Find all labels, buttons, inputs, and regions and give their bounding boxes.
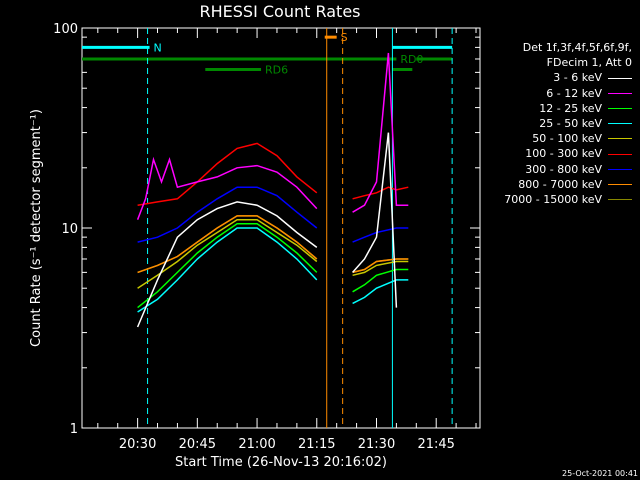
legend-swatch: [608, 153, 632, 155]
legend-entry: 25 - 50 keV: [504, 116, 632, 131]
legend-entry: 12 - 25 keV: [504, 101, 632, 116]
x-tick-label: 20:45: [179, 437, 216, 452]
series-line: [137, 223, 409, 309]
legend-swatch: [608, 123, 632, 125]
y-tick-label: 10: [61, 222, 78, 237]
series-line: [137, 142, 409, 206]
legend-entry-label: 50 - 100 keV: [532, 132, 602, 146]
x-tick-label: 21:15: [298, 437, 335, 452]
flag-label: S: [341, 31, 348, 44]
legend-swatch: [608, 77, 632, 79]
legend: Det 1f,3f,4f,5f,6f,9f, FDecim 1, Att 0 3…: [504, 40, 632, 207]
series-line: [137, 215, 409, 274]
legend-header-line2: FDecim 1, Att 0: [546, 56, 632, 70]
series-line: [136, 132, 398, 328]
legend-swatch: [608, 199, 632, 201]
legend-header-line1: Det 1f,3f,4f,5f,6f,9f,: [522, 41, 632, 54]
x-tick-label: 20:30: [119, 437, 156, 452]
legend-entry-label: 25 - 50 keV: [539, 117, 602, 131]
legend-swatch: [608, 92, 632, 94]
legend-entry: 6 - 12 keV: [504, 86, 632, 101]
legend-entry-label: 800 - 7000 keV: [518, 177, 602, 191]
legend-swatch: [608, 107, 632, 109]
chart-title: RHESSI Count Rates: [199, 2, 361, 21]
legend-swatch: [608, 183, 632, 185]
series-line: [137, 227, 409, 313]
legend-entry: 800 - 7000 keV: [504, 177, 632, 192]
legend-entry-label: 300 - 800 keV: [525, 162, 602, 176]
series-line: [137, 218, 409, 289]
legend-entry-label: 12 - 25 keV: [539, 101, 602, 115]
x-tick-label: 21:30: [358, 437, 395, 452]
legend-entry: 3 - 6 keV: [504, 70, 632, 85]
legend-entry: 300 - 800 keV: [504, 162, 632, 177]
flag-label: RD6: [265, 64, 288, 77]
legend-entry: 7000 - 15000 keV: [504, 192, 632, 207]
legend-entry-label: 100 - 300 keV: [525, 147, 602, 161]
footer-timestamp: 25-Oct-2021 00:41: [562, 469, 638, 478]
legend-entry-label: 7000 - 15000 keV: [504, 193, 602, 207]
legend-swatch: [608, 138, 632, 140]
y-tick-label: 1: [70, 422, 78, 437]
legend-entry-label: 3 - 6 keV: [553, 71, 602, 85]
legend-swatch: [608, 168, 632, 170]
x-axis-label: Start Time (26-Nov-13 20:16:02): [175, 455, 387, 470]
y-axis-label: Count Rate (s⁻¹ detector segment⁻¹): [29, 109, 44, 347]
plot-frame: [81, 27, 481, 429]
legend-rows: 3 - 6 keV 6 - 12 keV 12 - 25 keV 25 - 50 ke…: [504, 70, 632, 207]
legend-entry-label: 6 - 12 keV: [546, 86, 602, 100]
legend-entry: 100 - 300 keV: [504, 146, 632, 161]
x-tick-label: 21:45: [417, 437, 454, 452]
series-line: [136, 52, 409, 220]
legend-entry: 50 - 100 keV: [504, 131, 632, 146]
x-tick-label: 21:00: [238, 437, 275, 452]
y-tick-label: 100: [53, 22, 78, 37]
flag-label: N: [154, 41, 162, 54]
flag-label: RD0: [400, 53, 423, 66]
series-line: [137, 215, 409, 274]
